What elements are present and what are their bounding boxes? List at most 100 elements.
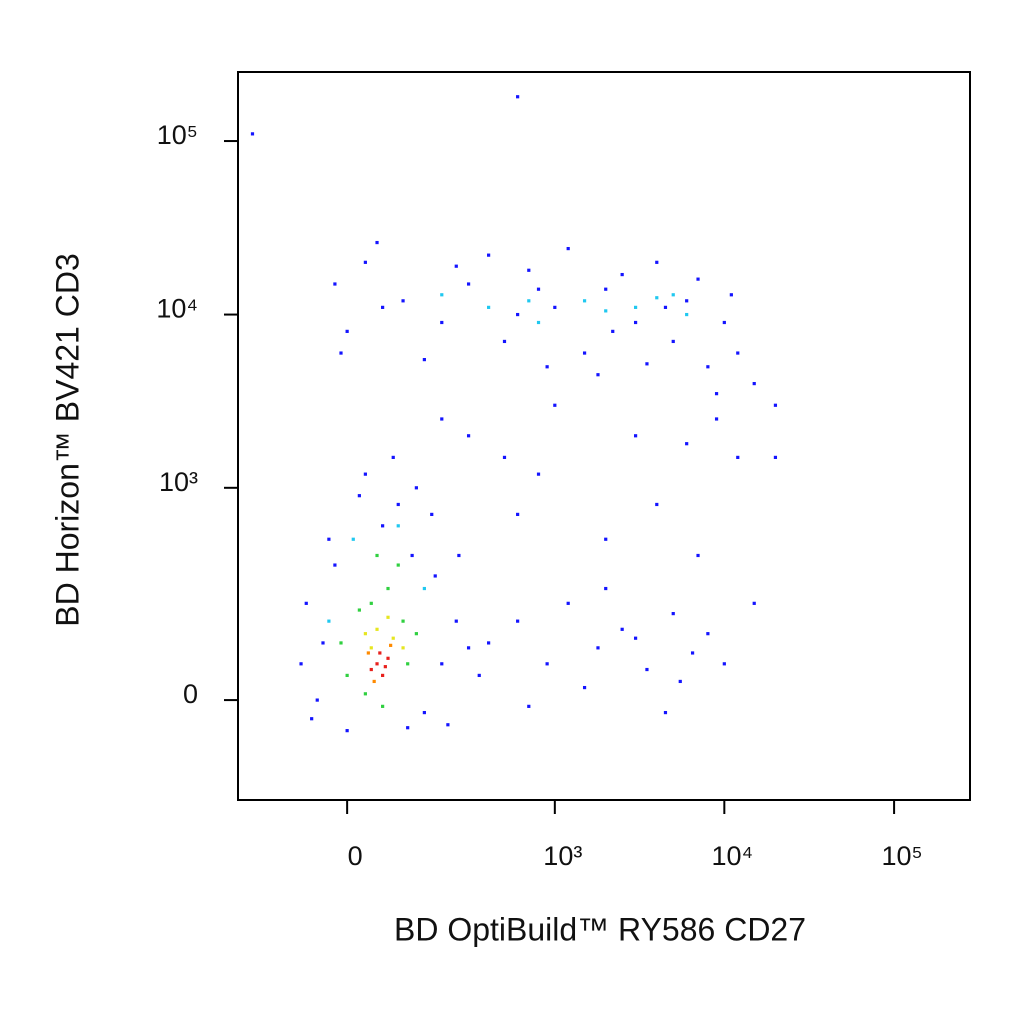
data-point	[381, 673, 385, 678]
y-tick-label: 0	[183, 679, 198, 709]
data-point	[690, 651, 695, 655]
data-point	[391, 636, 395, 640]
data-point	[410, 553, 414, 558]
data-point	[391, 455, 395, 460]
data-point	[477, 673, 481, 678]
data-point	[678, 679, 682, 684]
data-point	[566, 246, 570, 251]
data-point	[345, 673, 349, 678]
data-point	[596, 373, 600, 377]
data-point	[582, 685, 587, 690]
data-point	[363, 692, 367, 696]
data-point	[386, 615, 390, 619]
data-point	[375, 553, 379, 558]
data-point	[736, 455, 740, 460]
data-point	[645, 667, 649, 672]
data-point	[345, 729, 349, 733]
data-point	[440, 320, 444, 325]
data-point	[736, 351, 740, 355]
data-point	[422, 358, 426, 362]
data-point	[596, 646, 600, 650]
data-point	[685, 312, 689, 317]
data-point	[369, 646, 373, 650]
data-point	[553, 403, 557, 407]
data-point	[714, 392, 719, 396]
data-point	[633, 320, 638, 325]
data-point	[401, 299, 405, 303]
data-point	[333, 282, 337, 286]
data-point	[339, 351, 343, 355]
plot-frame	[237, 71, 971, 801]
data-point	[527, 299, 531, 303]
data-point	[333, 563, 337, 567]
data-point	[304, 601, 308, 605]
data-point	[406, 662, 410, 666]
data-point	[401, 619, 405, 623]
data-point	[422, 586, 426, 591]
data-point	[536, 320, 541, 325]
data-point	[401, 646, 405, 650]
data-point	[369, 601, 373, 605]
data-point	[604, 586, 608, 591]
data-point	[414, 486, 418, 490]
data-point	[611, 329, 615, 333]
data-point	[383, 665, 387, 669]
data-point	[310, 717, 314, 721]
data-point	[315, 698, 319, 702]
x-tick-label: 10³	[543, 841, 582, 871]
x-tick-label: 10⁵	[881, 841, 922, 871]
data-point	[446, 723, 450, 727]
data-point	[604, 309, 608, 313]
data-point	[685, 299, 689, 303]
data-point	[553, 305, 557, 309]
x-axis-label: BD OptiBuild™ RY586 CD27	[394, 911, 806, 947]
data-point	[440, 417, 444, 421]
data-point	[366, 651, 370, 655]
data-point	[545, 365, 549, 369]
data-point	[363, 632, 367, 636]
data-point	[457, 553, 461, 558]
data-point	[663, 305, 668, 309]
data-point	[671, 612, 675, 616]
data-point	[502, 339, 507, 344]
data-point	[773, 403, 778, 407]
data-point	[516, 512, 520, 517]
data-point	[381, 524, 385, 528]
data-point	[363, 260, 367, 264]
data-point	[633, 434, 638, 438]
data-point	[671, 339, 675, 344]
data-point	[671, 293, 675, 297]
data-point	[345, 329, 349, 333]
data-point	[696, 553, 700, 558]
data-point	[487, 641, 491, 645]
data-point	[722, 320, 726, 325]
data-point	[516, 312, 520, 317]
data-point	[396, 524, 400, 528]
data-point	[655, 502, 659, 507]
data-point	[375, 627, 379, 631]
data-point	[706, 365, 710, 369]
data-point	[466, 646, 471, 650]
data-point	[396, 563, 400, 567]
data-point	[327, 537, 331, 541]
data-point	[696, 277, 700, 281]
data-point	[363, 472, 367, 476]
data-point	[372, 679, 376, 684]
data-point	[406, 726, 410, 730]
data-point	[527, 268, 531, 272]
data-point	[440, 293, 444, 297]
y-axis-label: BD Horizon™ BV421 CD3	[49, 253, 85, 626]
data-point	[454, 619, 458, 623]
data-point	[389, 643, 393, 647]
x-tick-label: 0	[348, 841, 363, 871]
data-point	[536, 287, 541, 291]
data-point	[502, 455, 507, 460]
data-point	[357, 608, 361, 612]
data-point	[645, 362, 649, 366]
data-point	[752, 381, 756, 386]
data-point	[722, 662, 726, 666]
data-point	[566, 601, 570, 605]
data-point	[706, 632, 710, 636]
data-point	[250, 132, 255, 136]
